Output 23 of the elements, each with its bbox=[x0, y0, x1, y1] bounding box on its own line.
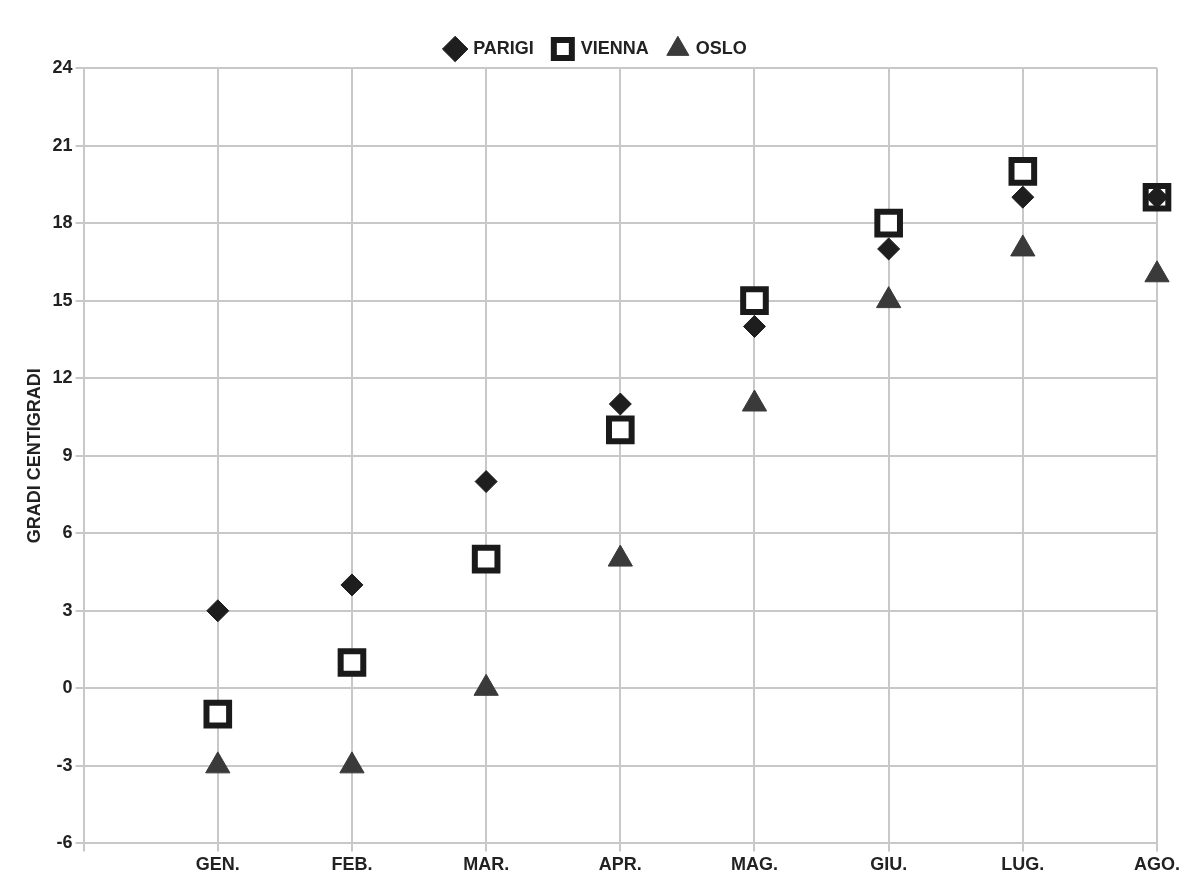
y-tick-label: -3 bbox=[56, 754, 73, 775]
x-tick-label: MAR. bbox=[463, 854, 510, 875]
y-tick-label: 9 bbox=[62, 444, 73, 465]
y-axis-title: GRADI CENTIGRADI bbox=[23, 368, 44, 544]
y-tick-label: 0 bbox=[62, 677, 73, 698]
y-tick-label: 21 bbox=[52, 134, 73, 155]
x-tick-label: GIU. bbox=[870, 854, 908, 875]
legend-label: OSLO bbox=[695, 37, 747, 58]
legend-label: PARIGI bbox=[473, 37, 534, 58]
y-tick-label: 3 bbox=[62, 599, 73, 620]
x-tick-label: MAG. bbox=[730, 854, 778, 875]
y-tick-label: -6 bbox=[56, 832, 73, 853]
y-tick-label: 15 bbox=[52, 289, 73, 310]
legend-label: VIENNA bbox=[580, 37, 649, 58]
y-tick-label: 24 bbox=[52, 56, 73, 77]
y-tick-label: 6 bbox=[62, 522, 73, 543]
y-tick-label: 12 bbox=[52, 367, 73, 388]
x-tick-label: FEB. bbox=[331, 854, 373, 875]
x-tick-label: APR. bbox=[598, 854, 642, 875]
x-tick-label: GEN. bbox=[195, 854, 240, 875]
y-tick-label: 18 bbox=[52, 212, 73, 233]
x-tick-label: AGO. bbox=[1133, 854, 1181, 875]
x-tick-label: LUG. bbox=[1001, 854, 1045, 875]
